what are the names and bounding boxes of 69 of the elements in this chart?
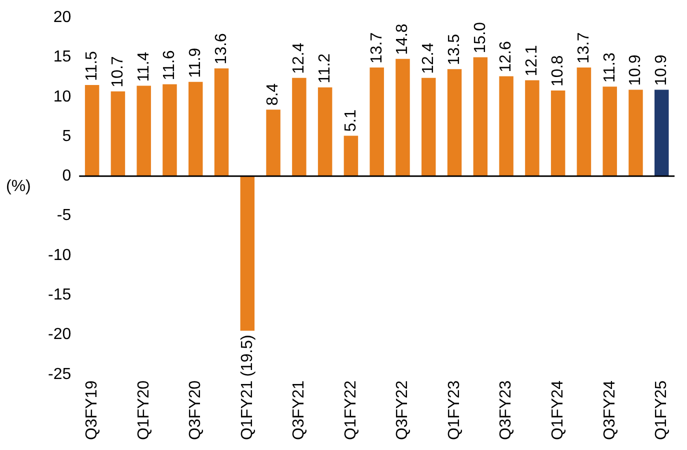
data-label: 14.8 (394, 24, 412, 55)
bar (318, 87, 332, 176)
bar (344, 136, 358, 176)
y-tick-label: 15 (53, 48, 72, 66)
bar (162, 84, 177, 176)
y-tick-label: -15 (48, 286, 72, 304)
bar (550, 90, 566, 176)
bar (447, 69, 462, 176)
bar (110, 91, 126, 176)
x-tick-label: Q1FY23 (446, 380, 463, 440)
data-label: 11.5 (83, 50, 100, 81)
data-label: 13.6 (212, 33, 230, 64)
data-label: 5.1 (342, 109, 360, 132)
bar (188, 82, 203, 176)
y-tick-label: 0 (62, 168, 72, 185)
bar (214, 68, 229, 176)
data-label: 11.2 (316, 53, 334, 84)
x-tick-label: Q1FY22 (342, 380, 360, 440)
y-axis-title: (%) (6, 178, 31, 196)
x-tick-label: Q3FY22 (394, 380, 412, 440)
bar (499, 76, 514, 176)
bar (576, 68, 592, 176)
bar (240, 176, 255, 331)
x-tick-label: Q3FY23 (498, 380, 515, 440)
x-tick-label: Q3FY20 (187, 380, 204, 440)
data-label: 11.6 (161, 50, 178, 80)
bar (628, 90, 643, 176)
x-tick-label: Q3FY21 (290, 380, 308, 440)
data-label: 8.4 (264, 83, 282, 106)
data-label: 10.8 (549, 55, 566, 87)
y-tick-label: -20 (48, 326, 72, 344)
bar (654, 90, 669, 176)
bar (136, 86, 151, 176)
data-label: 11.9 (187, 48, 204, 78)
bar (525, 80, 540, 176)
bar (396, 58, 410, 176)
data-label: 10.7 (109, 56, 126, 88)
data-label: 12.1 (524, 45, 541, 76)
data-label: 10.9 (627, 54, 644, 86)
data-label: 11.4 (135, 52, 152, 82)
y-tick-label: 10 (53, 88, 72, 106)
data-label: 13.5 (446, 34, 463, 66)
data-label: 11.3 (601, 52, 618, 83)
data-label: 15.0 (472, 22, 489, 54)
bar (292, 78, 306, 176)
data-label: 12.6 (498, 41, 515, 72)
y-tick-label: -5 (56, 207, 72, 224)
bar (422, 78, 436, 176)
y-tick-label: 5 (62, 128, 72, 145)
data-label: 12.4 (290, 42, 308, 74)
x-tick-label: Q1FY21 (238, 380, 256, 440)
y-tick-label: -10 (48, 246, 72, 264)
x-tick-label: Q1FY20 (135, 380, 152, 440)
x-tick-label: Q3FY24 (601, 380, 618, 440)
data-label: (19.5) (238, 334, 256, 377)
x-tick-label: Q3FY19 (83, 380, 100, 440)
x-tick-label: Q1FY24 (549, 380, 566, 440)
bar (370, 68, 384, 176)
bar (84, 85, 100, 176)
y-tick-label: 20 (53, 9, 72, 26)
data-label: 13.7 (575, 32, 592, 64)
data-label: 12.4 (420, 42, 438, 74)
data-label: 13.7 (368, 32, 386, 64)
bar (266, 110, 280, 176)
data-label: 10.9 (653, 54, 670, 86)
x-tick-label: Q1FY25 (653, 380, 670, 440)
bar (602, 86, 617, 176)
bar (473, 57, 488, 176)
y-tick-label: -25 (48, 366, 72, 383)
